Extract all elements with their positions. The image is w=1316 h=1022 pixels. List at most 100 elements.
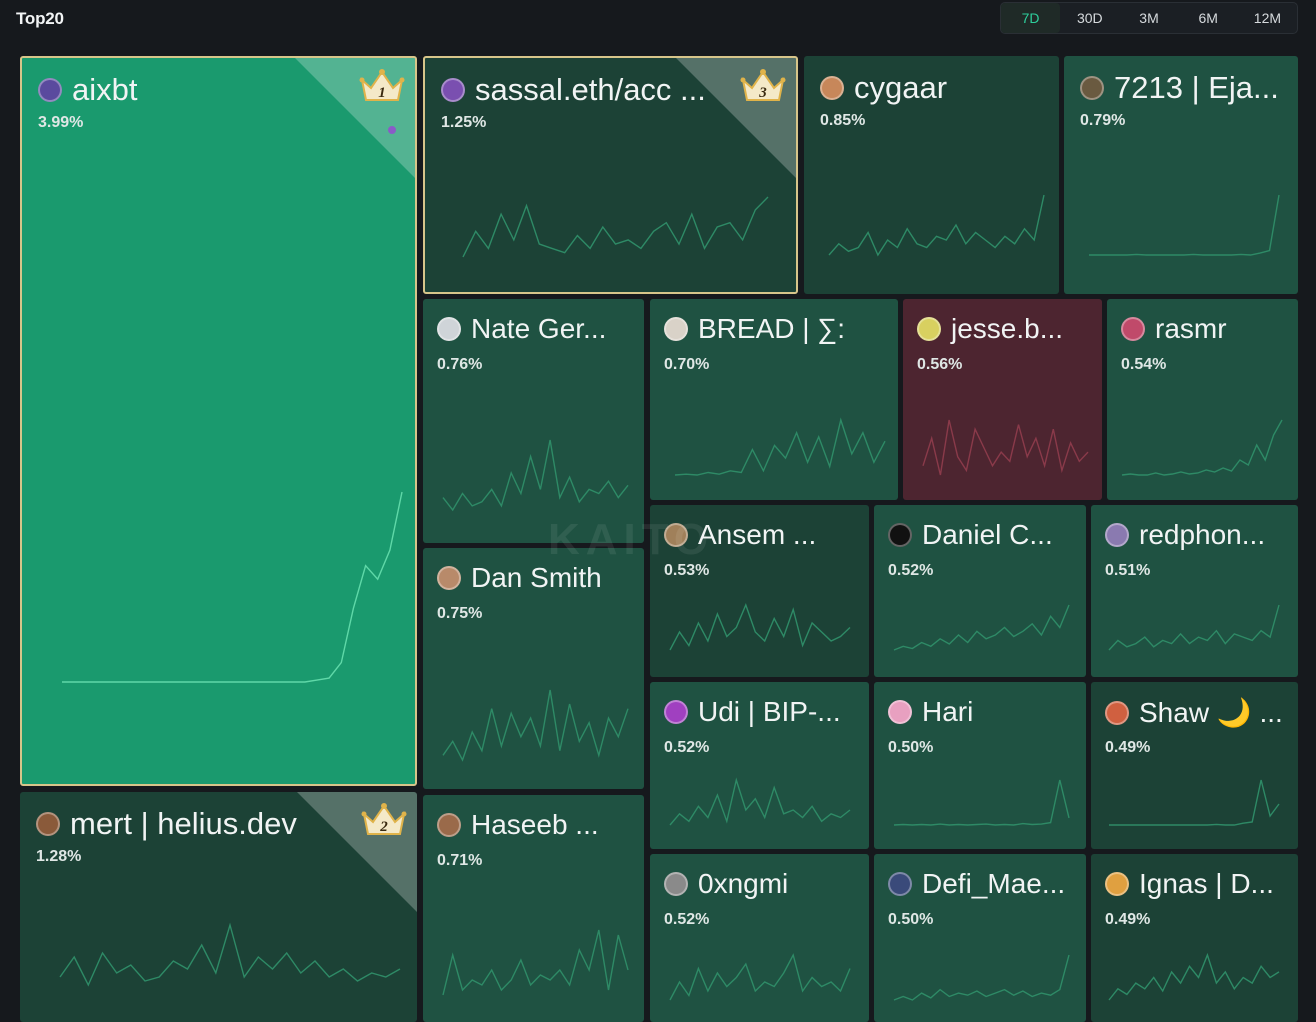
tile-name-label: redphon... <box>1139 519 1266 550</box>
mindshare-percent: 0.52% <box>664 739 710 756</box>
avatar-icon <box>917 317 941 341</box>
crown-rank-label: 2 <box>379 819 388 835</box>
tile-rank-12[interactable]: Ansem ... 0.53% <box>650 505 869 677</box>
tile-rank-15[interactable]: Udi | BIP-... 0.52% <box>650 682 869 849</box>
tile-rank-14[interactable]: redphon... 0.51% <box>1091 505 1298 677</box>
mindshare-percent: 1.25% <box>441 114 487 131</box>
status-dot <box>388 126 396 134</box>
tile-rank-8[interactable]: Haseeb ... 0.71% <box>423 795 644 1022</box>
tile-rank-2[interactable]: 2 mert | helius.dev 1.28% <box>20 792 417 1022</box>
trend-sparkline <box>1108 952 1280 1001</box>
mindshare-percent: 0.85% <box>820 112 866 129</box>
tile-name-label: jesse.b... <box>951 313 1064 344</box>
mindshare-percent: 0.75% <box>437 605 483 622</box>
sparkline-series <box>893 779 1070 826</box>
tile-name: 7213 | Eja... <box>1080 70 1279 106</box>
tile-name: BREAD | ∑: <box>664 313 845 345</box>
tile-name-label: Shaw 🌙 ... <box>1139 697 1283 728</box>
tile-name: Shaw 🌙 ... <box>1105 696 1283 729</box>
tile-rank-6[interactable]: Nate Ger... 0.76% <box>423 299 644 543</box>
tile-rank-20[interactable]: Ignas | D... 0.49% <box>1091 854 1298 1022</box>
avatar-icon <box>1105 523 1129 547</box>
avatar-icon <box>441 78 465 102</box>
tile-rank-17[interactable]: Shaw 🌙 ... 0.49% <box>1091 682 1298 849</box>
trend-sparkline <box>893 779 1070 826</box>
avatar-icon <box>437 566 461 590</box>
sparkline-series <box>62 491 403 683</box>
period-12m[interactable]: 12M <box>1253 10 1282 26</box>
mindshare-percent: 0.52% <box>888 562 934 579</box>
tile-rank-3[interactable]: 3 sassal.eth/acc ... 1.25% <box>423 56 798 294</box>
tile-rank-7[interactable]: Dan Smith 0.75% <box>423 548 644 789</box>
mindshare-percent: 0.79% <box>1080 112 1126 129</box>
sparkline-series <box>1109 779 1280 826</box>
sparkline-series <box>828 194 1045 257</box>
trend-sparkline <box>1108 604 1280 651</box>
sparkline-series <box>442 439 629 512</box>
avatar-icon <box>664 317 688 341</box>
period-selector: 7D 30D 3M 6M 12M <box>1000 2 1298 34</box>
mindshare-percent: 3.99% <box>38 114 84 131</box>
tile-rank-13[interactable]: Daniel C... 0.52% <box>874 505 1086 677</box>
tile-rank-1[interactable]: 1 aixbt 3.99% <box>20 56 417 786</box>
watermark-logo: KAITO <box>548 515 715 564</box>
tile-name: aixbt <box>38 72 137 108</box>
sparkline-series <box>893 954 1070 1001</box>
tile-rank-5[interactable]: 7213 | Eja... 0.79% <box>1064 56 1298 294</box>
tile-name: rasmr <box>1121 313 1227 345</box>
tile-name-label: BREAD | ∑: <box>698 313 846 344</box>
tile-name: Defi_Mae... <box>888 868 1065 900</box>
tile-name: mert | helius.dev <box>36 806 297 842</box>
avatar-icon <box>664 700 688 724</box>
tile-rank-18[interactable]: 0xngmi 0.52% <box>650 854 869 1022</box>
rank-corner-highlight <box>295 58 415 178</box>
trend-sparkline <box>1109 779 1280 826</box>
mindshare-percent: 0.76% <box>437 356 483 373</box>
trend-sparkline <box>674 417 886 476</box>
trend-sparkline <box>669 603 851 651</box>
tile-name-label: Ignas | D... <box>1139 868 1274 899</box>
avatar-icon <box>38 78 62 102</box>
tile-name-label: cygaar <box>854 70 948 105</box>
trend-sparkline <box>669 953 851 1001</box>
avatar-icon <box>36 812 60 836</box>
avatar-icon <box>664 872 688 896</box>
sparkline-series <box>442 689 629 762</box>
tile-name: Hari <box>888 696 973 728</box>
sparkline-series <box>922 419 1089 476</box>
mindshare-percent: 0.50% <box>888 739 934 756</box>
tile-name: Udi | BIP-... <box>664 696 841 728</box>
trend-sparkline <box>893 954 1070 1001</box>
trend-sparkline <box>1121 419 1283 476</box>
tile-name: 0xngmi <box>664 868 788 900</box>
tile-rank-10[interactable]: jesse.b... 0.56% <box>903 299 1102 500</box>
tile-name-label: Daniel C... <box>922 519 1053 550</box>
tile-rank-19[interactable]: Defi_Mae... 0.50% <box>874 854 1086 1022</box>
mindshare-percent: 0.71% <box>437 852 483 869</box>
tile-rank-4[interactable]: cygaar 0.85% <box>804 56 1059 294</box>
avatar-icon <box>1105 700 1129 725</box>
tile-name: Daniel C... <box>888 519 1053 551</box>
tile-rank-9[interactable]: BREAD | ∑: 0.70% <box>650 299 898 500</box>
period-30d[interactable]: 30D <box>1076 10 1103 26</box>
crown-rank-label: 3 <box>758 85 767 101</box>
crown-icon: 3 <box>740 69 786 101</box>
tile-name-label: 7213 | Eja... <box>1114 70 1279 105</box>
avatar-icon <box>888 872 912 896</box>
sparkline-series <box>59 922 401 987</box>
tile-name-label: aixbt <box>72 72 138 107</box>
trend-sparkline <box>462 196 769 258</box>
tile-rank-11[interactable]: rasmr 0.54% <box>1107 299 1298 500</box>
avatar-icon <box>664 523 688 547</box>
period-3m[interactable]: 3M <box>1139 10 1159 26</box>
trend-sparkline <box>922 419 1089 476</box>
avatar-icon <box>437 813 461 837</box>
tile-rank-16[interactable]: Hari 0.50% <box>874 682 1086 849</box>
tile-name-label: 0xngmi <box>698 868 789 899</box>
page-title: Top20 <box>16 9 64 28</box>
period-6m[interactable]: 6M <box>1198 10 1218 26</box>
mindshare-percent: 0.56% <box>917 356 963 373</box>
period-7d[interactable]: 7D <box>1001 3 1061 33</box>
avatar-icon <box>888 523 912 547</box>
sparkline-series <box>674 417 886 476</box>
